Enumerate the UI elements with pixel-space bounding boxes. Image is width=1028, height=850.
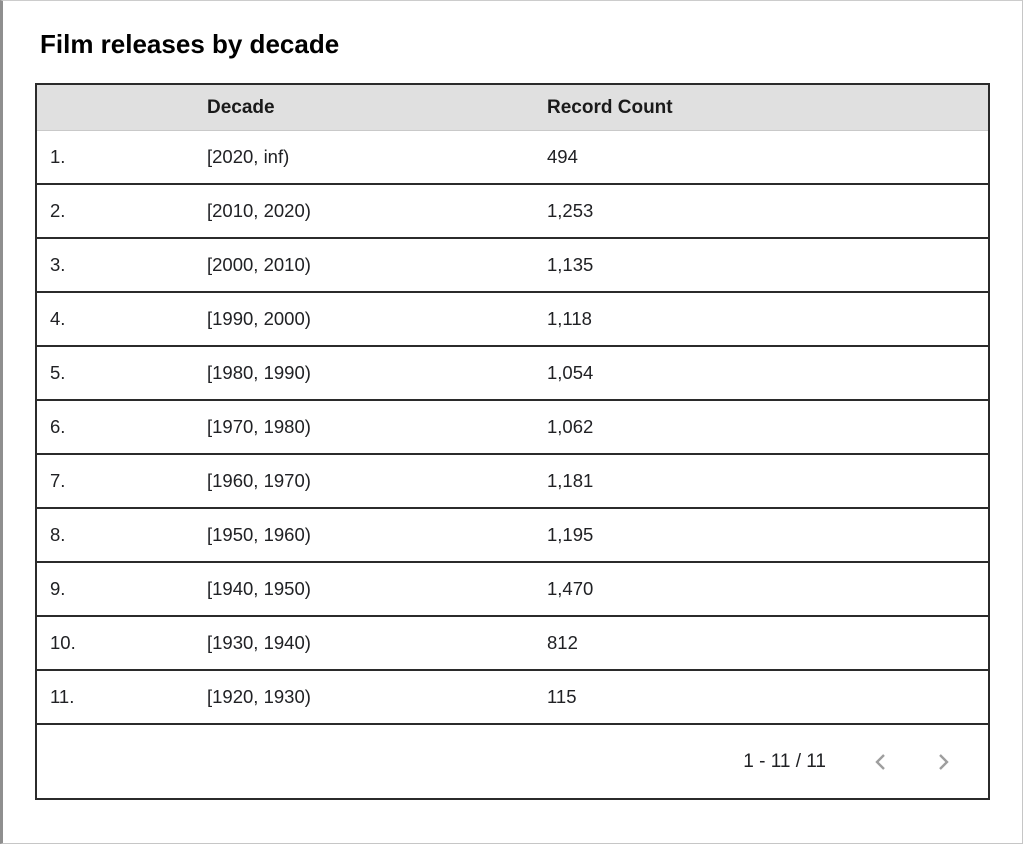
row-number-cell: 3.: [50, 254, 66, 275]
table-row: 6. [1970, 1980) 1,062: [37, 399, 988, 453]
row-number-cell: 10.: [50, 632, 76, 653]
row-number-cell: 8.: [50, 524, 66, 545]
table-header-row: Decade Record Count: [37, 85, 988, 131]
count-cell: 1,118: [547, 308, 592, 329]
row-number-cell: 5.: [50, 362, 66, 383]
table-row: 10. [1930, 1940) 812: [37, 615, 988, 669]
table-row: 8. [1950, 1960) 1,195: [37, 507, 988, 561]
decade-cell: [1970, 1980): [207, 416, 311, 437]
decade-cell: [1930, 1940): [207, 632, 311, 653]
row-number-cell: 6.: [50, 416, 66, 437]
count-cell: 1,062: [547, 416, 594, 437]
count-cell: 115: [547, 686, 577, 707]
pagination-range-label: 1 - 11 / 11: [743, 750, 826, 772]
decade-cell: [2000, 2010): [207, 254, 311, 275]
count-cell: 1,135: [547, 254, 594, 275]
row-number-cell: 1.: [50, 146, 66, 167]
table-row: 4. [1990, 2000) 1,118: [37, 291, 988, 345]
row-number-cell: 4.: [50, 308, 66, 329]
header-count-cell: Record Count: [547, 96, 673, 118]
count-cell: 1,253: [547, 200, 594, 221]
header-decade-cell: Decade: [207, 96, 275, 118]
page-title: Film releases by decade: [40, 29, 340, 59]
count-cell: 1,470: [547, 578, 594, 599]
decade-cell: [1940, 1950): [207, 578, 311, 599]
decade-cell: [1990, 2000): [207, 308, 311, 329]
prev-page-button[interactable]: [858, 739, 904, 785]
count-cell: 812: [547, 632, 578, 653]
table-row: 2. [2010, 2020) 1,253: [37, 183, 988, 237]
chevron-left-icon: [869, 750, 893, 774]
row-number-cell: 11.: [50, 686, 75, 707]
table-row: 1. [2020, inf) 494: [37, 131, 988, 183]
count-cell: 1,054: [547, 362, 594, 383]
chevron-right-icon: [931, 750, 955, 774]
count-cell: 1,181: [547, 470, 594, 491]
row-number-cell: 7.: [50, 470, 66, 491]
row-number-cell: 9.: [50, 578, 66, 599]
row-number-cell: 2.: [50, 200, 66, 221]
table-row: 3. [2000, 2010) 1,135: [37, 237, 988, 291]
decade-cell: [1980, 1990): [207, 362, 311, 383]
table-row: 11. [1920, 1930) 115: [37, 669, 988, 723]
decade-cell: [2010, 2020): [207, 200, 311, 221]
table-row: 7. [1960, 1970) 1,181: [37, 453, 988, 507]
decade-cell: [1920, 1930): [207, 686, 311, 707]
table-footer: 1 - 11 / 11: [37, 723, 988, 798]
decade-cell: [1950, 1960): [207, 524, 311, 545]
count-cell: 1,195: [547, 524, 594, 545]
next-page-button[interactable]: [920, 739, 966, 785]
count-cell: 494: [547, 146, 578, 167]
data-table: Decade Record Count 1. [2020, inf) 494 2…: [35, 83, 990, 800]
decade-cell: [2020, inf): [207, 146, 290, 167]
decade-cell: [1960, 1970): [207, 470, 311, 491]
table-row: 5. [1980, 1990) 1,054: [37, 345, 988, 399]
table-row: 9. [1940, 1950) 1,470: [37, 561, 988, 615]
